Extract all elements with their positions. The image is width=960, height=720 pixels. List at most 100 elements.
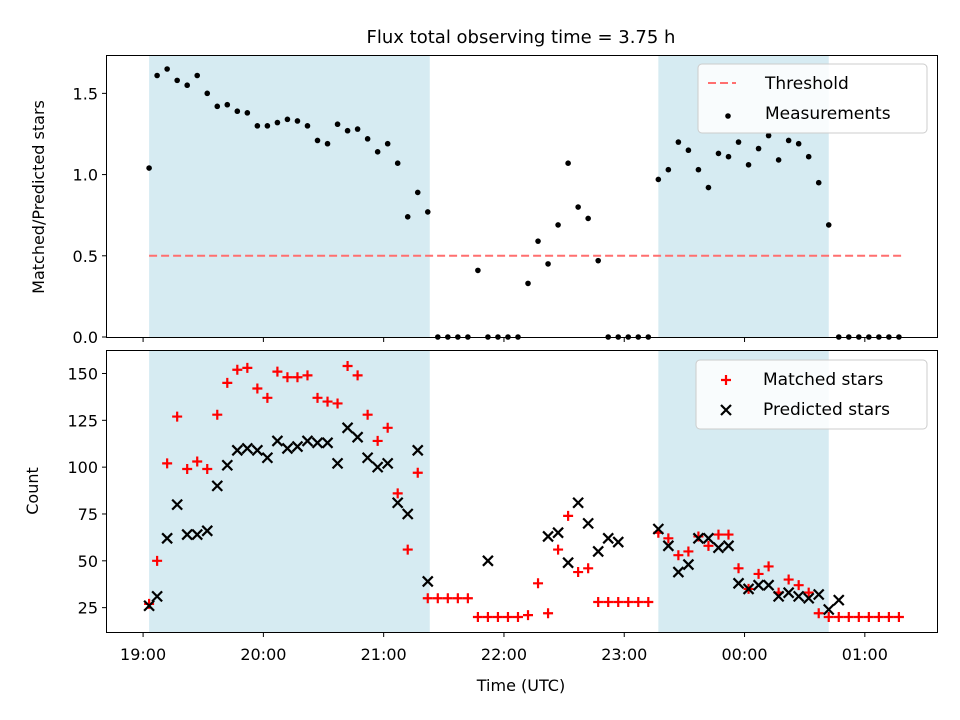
predicted-star-marker <box>381 457 394 470</box>
matched-star-marker <box>152 555 163 566</box>
measurement-point <box>184 82 190 89</box>
measurement-point <box>595 257 601 264</box>
predicted-star-marker <box>351 431 364 443</box>
measurement-point <box>715 150 722 157</box>
legend-measurement-label: Measurements <box>765 104 891 124</box>
ratio-y-axis-label: Matched/Predicted stars <box>29 100 48 294</box>
measurement-point <box>795 140 802 147</box>
predicted-star-marker <box>542 530 554 543</box>
predicted-star-marker <box>411 444 424 457</box>
matched-star-marker <box>823 612 834 623</box>
predicted-star-marker <box>341 422 354 434</box>
matched-star-marker <box>492 612 503 623</box>
predicted-star-marker <box>782 586 795 599</box>
matched-star-marker <box>212 409 223 420</box>
predicted-star-marker <box>812 588 825 601</box>
measurement-point <box>745 162 752 168</box>
matched-star-marker <box>553 544 564 555</box>
measurement-point <box>555 222 561 228</box>
ratio-x-ticks <box>142 337 866 342</box>
matched-star-marker <box>502 612 513 623</box>
measurement-point <box>394 160 401 167</box>
measurement-point <box>565 160 571 167</box>
x-tick-label: 22:00 <box>481 645 527 664</box>
measurement-point <box>545 261 551 267</box>
matched-star-marker <box>583 563 594 574</box>
observing-window-band <box>149 351 430 632</box>
measurement-point <box>344 127 351 134</box>
predicted-star-marker <box>211 480 224 492</box>
matched-star-marker <box>272 366 283 377</box>
matched-star-marker <box>472 612 483 623</box>
measurement-point <box>705 184 712 191</box>
predicted-star-marker <box>672 566 685 578</box>
measurement-point <box>384 140 391 147</box>
matched-star-marker <box>803 587 814 598</box>
predicted-star-marker <box>181 528 193 541</box>
matched-star-marker <box>783 574 794 585</box>
matched-star-marker <box>302 370 313 381</box>
matched-star-marker <box>643 597 654 608</box>
predicted-star-marker <box>251 444 264 457</box>
matched-star-marker <box>683 546 694 557</box>
measurement-point <box>214 103 221 110</box>
matched-star-marker <box>192 456 203 467</box>
predicted-star-marker <box>241 442 254 455</box>
count-y-axis-label: Count <box>23 467 42 515</box>
matched-star-marker <box>533 578 544 589</box>
measurement-point <box>334 121 341 128</box>
chart-title: Flux total observing time = 3.75 h <box>367 27 676 48</box>
measurement-point <box>475 267 481 274</box>
matched-star-marker <box>663 533 674 544</box>
matched-star-marker <box>733 563 744 574</box>
predicted-star-marker <box>792 590 805 603</box>
predicted-star-marker <box>201 525 214 537</box>
measurement-point <box>765 132 772 139</box>
legend-measurement-swatch <box>725 113 731 119</box>
matched-star-marker <box>182 464 193 475</box>
matched-star-marker <box>523 610 534 621</box>
matched-star-marker <box>793 580 804 591</box>
measurement-point <box>324 140 331 147</box>
predicted-star-marker <box>421 575 434 588</box>
measurement-point <box>264 123 271 129</box>
predicted-star-marker <box>161 532 173 545</box>
matched-star-marker <box>723 529 734 540</box>
legend-matched-label: Matched stars <box>763 370 883 390</box>
predicted-star-marker <box>301 435 314 447</box>
matched-star-marker <box>422 593 433 604</box>
predicted-star-marker <box>321 437 334 449</box>
measurement-point <box>174 77 180 84</box>
matched-star-marker <box>462 593 473 604</box>
predicted-star-marker <box>311 437 324 449</box>
ratio-y-ticks: 0.0 0.5 1.0 1.5 <box>73 84 107 347</box>
x-tick-label: 01:00 <box>842 645 888 664</box>
y-tick-label: 125 <box>67 411 98 430</box>
legend-matched-swatch <box>721 375 731 385</box>
measurement-point <box>735 139 742 145</box>
predicted-star-marker <box>762 579 775 591</box>
measurement-point <box>224 101 231 108</box>
predicted-star-marker <box>732 577 745 590</box>
legend-threshold-label: Threshold <box>764 74 849 94</box>
y-tick-label: 1.0 <box>73 166 98 185</box>
matched-star-marker <box>442 593 453 604</box>
measurement-point <box>665 166 672 173</box>
predicted-star-marker <box>171 498 183 511</box>
x-tick-label: 21:00 <box>361 645 407 664</box>
y-tick-label: 25 <box>78 599 98 618</box>
matched-star-marker <box>202 464 213 475</box>
matched-star-marker <box>412 467 423 478</box>
matched-star-marker <box>452 593 463 604</box>
predicted-star-marker <box>592 545 604 558</box>
measurement-point <box>525 280 531 287</box>
predicted-star-marker <box>281 442 294 455</box>
predicted-star-marker <box>802 592 815 605</box>
predicted-star-marker <box>752 579 765 591</box>
x-axis-label: Time (UTC) <box>476 676 565 695</box>
predicted-star-marker <box>612 536 625 548</box>
measurement-point <box>284 116 291 123</box>
matched-star-marker <box>332 398 343 409</box>
count-y-ticks: 25 50 75 100 125 150 <box>67 364 107 618</box>
matched-star-marker <box>382 422 393 433</box>
